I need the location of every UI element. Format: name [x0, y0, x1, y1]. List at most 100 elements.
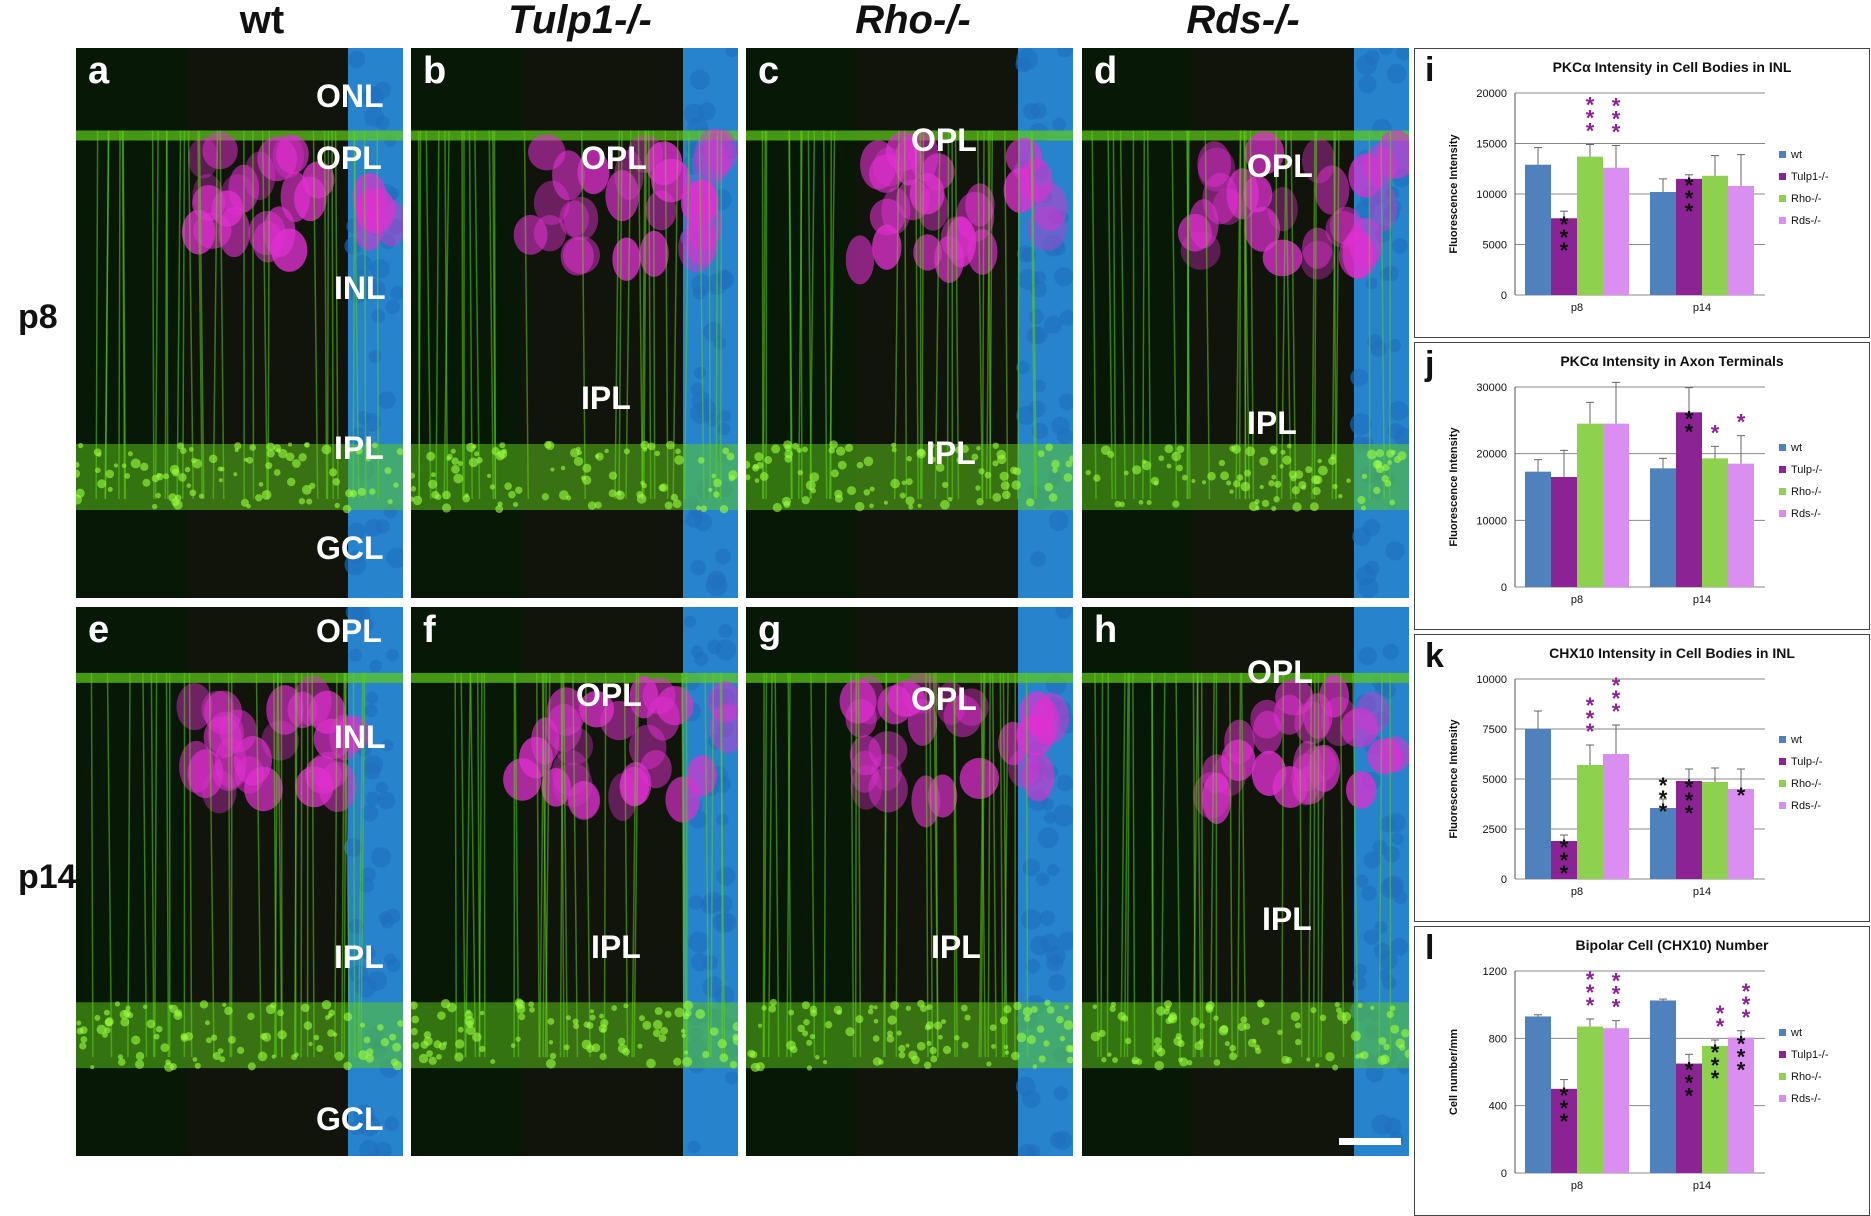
legend-swatch: [1779, 780, 1786, 787]
layer-label: OPL: [1247, 148, 1313, 185]
layer-label: OPL: [1247, 654, 1313, 691]
legend-swatch: [1779, 173, 1786, 180]
bar: [1603, 754, 1629, 879]
layer-label: OPL: [911, 681, 977, 718]
x-tick-label: p14: [1693, 594, 1711, 606]
y-tick-label: 0: [1501, 582, 1507, 594]
bar: [1702, 458, 1728, 587]
panel-letter: c: [758, 50, 779, 93]
bar: [1577, 1027, 1603, 1173]
chart-letter: j: [1425, 345, 1434, 384]
significance-mark: *: [1560, 238, 1569, 263]
bar: [1702, 782, 1728, 879]
layer-label: OPL: [581, 140, 647, 177]
y-tick-label: 5000: [1483, 240, 1507, 252]
y-tick-label: 400: [1489, 1101, 1507, 1113]
layer-label: OPL: [911, 122, 977, 159]
scale-bar: [1339, 1138, 1401, 1145]
column-header-wt: wt: [112, 0, 412, 43]
y-tick-label: 1200: [1483, 966, 1507, 978]
bar: [1728, 186, 1754, 295]
significance-mark: *: [1737, 410, 1746, 435]
legend-label: wt: [1790, 734, 1802, 746]
micrograph-image: [1082, 607, 1409, 1156]
bar: [1577, 157, 1603, 295]
significance-mark: *: [1711, 1066, 1720, 1091]
legend-swatch: [1779, 466, 1786, 473]
legend-swatch: [1779, 217, 1786, 224]
bar: [1603, 1028, 1629, 1173]
layer-label: IPL: [926, 435, 976, 472]
micrograph-panel-c: c OPL IPL: [746, 48, 1073, 598]
micrograph-image: [746, 48, 1073, 598]
x-tick-label: p8: [1571, 302, 1583, 314]
bar: [1728, 464, 1754, 587]
significance-mark: *: [1586, 993, 1595, 1018]
y-tick-label: 800: [1489, 1033, 1507, 1045]
column-header-tulp1: Tulp1-/-: [415, 0, 745, 43]
legend-swatch: [1779, 151, 1786, 158]
legend-swatch: [1779, 736, 1786, 743]
bar: [1525, 1016, 1551, 1173]
legend-label: Tulp-/-: [1791, 756, 1823, 768]
layer-label: INL: [334, 719, 386, 756]
legend-label: wt: [1790, 442, 1802, 454]
legend-swatch: [1779, 1029, 1786, 1036]
chart-letter: k: [1425, 637, 1444, 676]
panel-letter: g: [758, 609, 781, 652]
layer-label: IPL: [334, 430, 384, 467]
significance-mark: *: [1560, 1109, 1569, 1134]
micrograph-image: [411, 48, 738, 598]
legend-label: Rho-/-: [1791, 193, 1822, 205]
significance-mark: *: [1586, 119, 1595, 144]
panel-letter: d: [1094, 50, 1117, 93]
legend-label: wt: [1790, 149, 1802, 161]
micrograph-image: [746, 607, 1073, 1156]
x-tick-label: p8: [1571, 886, 1583, 898]
legend-swatch: [1779, 1073, 1786, 1080]
legend-label: Rho-/-: [1791, 778, 1822, 790]
significance-mark: *: [1716, 1014, 1725, 1039]
legend-label: wt: [1790, 1027, 1802, 1039]
bar: [1525, 472, 1551, 587]
bar: [1525, 729, 1551, 879]
y-tick-label: 30000: [1476, 382, 1507, 394]
significance-mark: *: [1685, 419, 1694, 444]
legend-label: Rds-/-: [1791, 215, 1821, 227]
y-tick-label: 10000: [1476, 189, 1507, 201]
legend-swatch: [1779, 444, 1786, 451]
y-axis-label: Fluorescence Intensity: [1448, 427, 1460, 547]
significance-mark: *: [1685, 1084, 1694, 1109]
legend-label: Tulp1-/-: [1791, 1049, 1829, 1061]
layer-label: OPL: [576, 677, 642, 714]
layer-label: IPL: [591, 929, 641, 966]
bar: [1525, 165, 1551, 295]
significance-mark: *: [1612, 699, 1621, 724]
column-header-rds: Rds-/-: [1078, 0, 1408, 43]
significance-mark: *: [1685, 801, 1694, 826]
y-axis-label: Cell number/mm: [1448, 1029, 1460, 1115]
y-tick-label: 10000: [1476, 515, 1507, 527]
legend-swatch: [1779, 195, 1786, 202]
layer-label: IPL: [1262, 901, 1312, 938]
significance-mark: *: [1737, 783, 1746, 808]
legend-swatch: [1779, 1095, 1786, 1102]
bar: [1603, 168, 1629, 295]
x-tick-label: p8: [1571, 1180, 1583, 1192]
bar: [1650, 1000, 1676, 1173]
legend-label: Tulp-/-: [1791, 464, 1823, 476]
chart-letter: i: [1425, 51, 1434, 90]
legend-swatch: [1779, 802, 1786, 809]
layer-label: IPL: [581, 380, 631, 417]
bar: [1577, 424, 1603, 587]
y-tick-label: 5000: [1483, 774, 1507, 786]
chart-title: CHX10 Intensity in Cell Bodies in INL: [1485, 645, 1859, 661]
bar: [1551, 477, 1577, 587]
micrograph-image: [411, 607, 738, 1156]
